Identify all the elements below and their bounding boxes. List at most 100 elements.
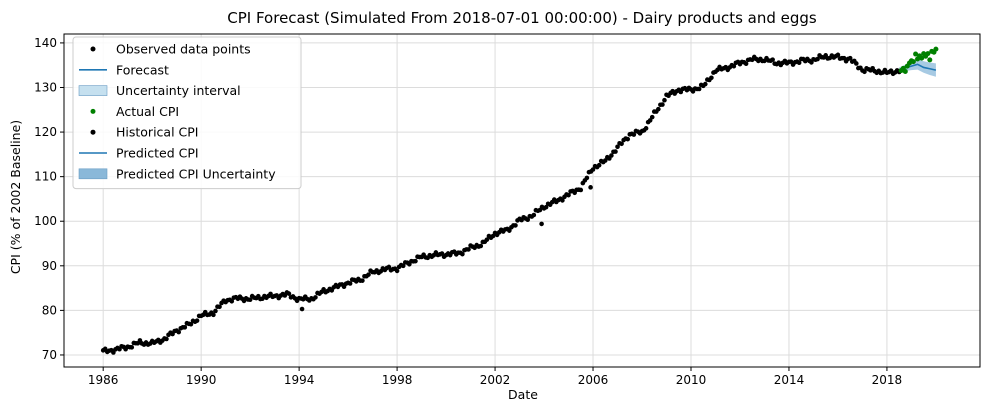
historical-cpi-point <box>613 149 618 154</box>
historical-cpi-point <box>578 187 584 193</box>
historical-cpi-point <box>478 243 484 249</box>
historical-cpi-point <box>531 212 537 218</box>
historical-cpi-point <box>709 75 714 81</box>
historical-cpi-point <box>513 223 518 228</box>
actual-cpi-point <box>902 68 908 74</box>
legend-dot-marker <box>90 46 96 52</box>
y-tick-label: 120 <box>34 125 57 139</box>
actual-cpi-point <box>913 51 919 57</box>
historical-cpi-point <box>394 268 400 274</box>
y-tick-label: 100 <box>34 214 57 228</box>
legend-label: Historical CPI <box>116 125 198 140</box>
y-tick-label: 140 <box>34 36 57 50</box>
historical-cpi-point <box>847 55 853 61</box>
x-tick-label: 1990 <box>186 373 217 387</box>
y-axis-ticks: 70 80 90 100 110 120 130 140 <box>34 36 64 362</box>
historical-cpi-point <box>696 86 702 92</box>
x-tick-label: 2006 <box>578 373 609 387</box>
historical-cpi-point <box>466 247 471 252</box>
historical-cpi-point <box>299 306 305 312</box>
historical-cpi-point <box>656 106 661 112</box>
x-axis-label: Date <box>508 387 538 402</box>
historical-cpi-point <box>560 198 565 203</box>
x-tick-label: 2002 <box>480 373 511 387</box>
historical-cpi-point <box>176 329 182 335</box>
legend-box <box>72 36 302 190</box>
x-tick-label: 2014 <box>774 373 805 387</box>
historical-cpi-point <box>731 63 737 69</box>
legend-label: Observed data points <box>116 42 251 57</box>
historical-cpi-point <box>347 281 353 286</box>
x-tick-label: 1994 <box>284 373 315 387</box>
historical-cpi-point <box>188 321 194 327</box>
historical-cpi-point <box>796 60 802 65</box>
historical-cpi-point <box>625 136 631 142</box>
legend-label: Forecast <box>116 62 169 77</box>
historical-cpi-point <box>460 251 465 257</box>
plot-frame <box>63 33 981 368</box>
historical-cpi-point <box>525 217 531 223</box>
actual-cpi-point <box>925 51 931 57</box>
y-tick-label: 70 <box>42 348 57 362</box>
historical-cpi-point <box>182 325 188 330</box>
x-tick-label: 1998 <box>382 373 413 387</box>
historical-cpi-point <box>588 185 593 190</box>
chart-title: CPI Forecast (Simulated From 2018-07-01 … <box>227 9 817 27</box>
legend-patch-marker <box>78 85 108 96</box>
data-points <box>100 46 939 355</box>
x-tick-label: 1986 <box>88 373 119 387</box>
historical-cpi-point <box>590 167 596 172</box>
historical-cpi-point <box>862 69 867 75</box>
historical-cpi-point <box>615 144 620 150</box>
historical-cpi-point <box>660 102 665 107</box>
historical-cpi-point <box>770 57 775 62</box>
historical-cpi-point <box>609 153 614 158</box>
historical-cpi-point <box>247 297 253 303</box>
historical-cpi-point <box>619 141 624 147</box>
historical-cpi-point <box>596 162 602 168</box>
actual-cpi-point <box>919 55 925 61</box>
y-tick-label: 90 <box>42 259 57 273</box>
historical-cpi-point <box>507 228 512 233</box>
historical-cpi-point <box>743 61 749 67</box>
historical-cpi-point <box>602 158 608 163</box>
historical-cpi-point <box>566 192 571 198</box>
legend: Observed data points Forecast Uncertainty … <box>72 36 302 190</box>
historical-cpi-point <box>386 264 392 270</box>
legend-entry: Actual CPI <box>90 104 179 119</box>
legend-label: Predicted CPI <box>116 146 199 161</box>
historical-cpi-point <box>400 263 406 269</box>
historical-cpi-point <box>631 132 637 137</box>
historical-cpi-point <box>649 114 655 120</box>
x-axis-ticks: 1986 1990 1994 1998 2002 2006 2010 2014 2018 <box>88 367 902 387</box>
historical-cpi-point <box>211 312 216 318</box>
historical-cpi-point <box>194 318 200 323</box>
legend-label: Actual CPI <box>116 104 179 119</box>
historical-cpi-point <box>286 291 292 296</box>
y-axis-label: CPI (% of 2002 Baseline) <box>8 120 23 274</box>
y-tick-label: 130 <box>34 80 57 94</box>
legend-entry: Historical CPI <box>90 125 198 140</box>
historical-cpi-point <box>413 258 418 264</box>
historical-cpi-point <box>584 175 590 181</box>
actual-cpi-point <box>910 59 916 65</box>
legend-entry: Uncertainty interval <box>78 83 241 98</box>
historical-cpi-point <box>313 295 318 300</box>
historical-cpi-point <box>543 204 549 210</box>
legend-dot-marker <box>90 108 96 114</box>
historical-cpi-point <box>484 237 490 242</box>
legend-entry: Observed data points <box>90 42 251 57</box>
y-tick-label: 80 <box>42 303 57 317</box>
legend-label: Predicted CPI Uncertainty <box>116 166 276 181</box>
historical-cpi-point <box>213 308 218 314</box>
historical-cpi-point <box>229 298 235 304</box>
historical-cpi-point <box>360 278 365 283</box>
x-tick-label: 2010 <box>676 373 707 387</box>
actual-cpi-point <box>933 46 939 52</box>
historical-cpi-point <box>164 336 169 342</box>
historical-cpi-point <box>662 97 667 103</box>
legend-entry: Forecast <box>79 62 169 77</box>
actual-cpi-point <box>927 57 933 63</box>
historical-cpi-point <box>366 272 371 277</box>
